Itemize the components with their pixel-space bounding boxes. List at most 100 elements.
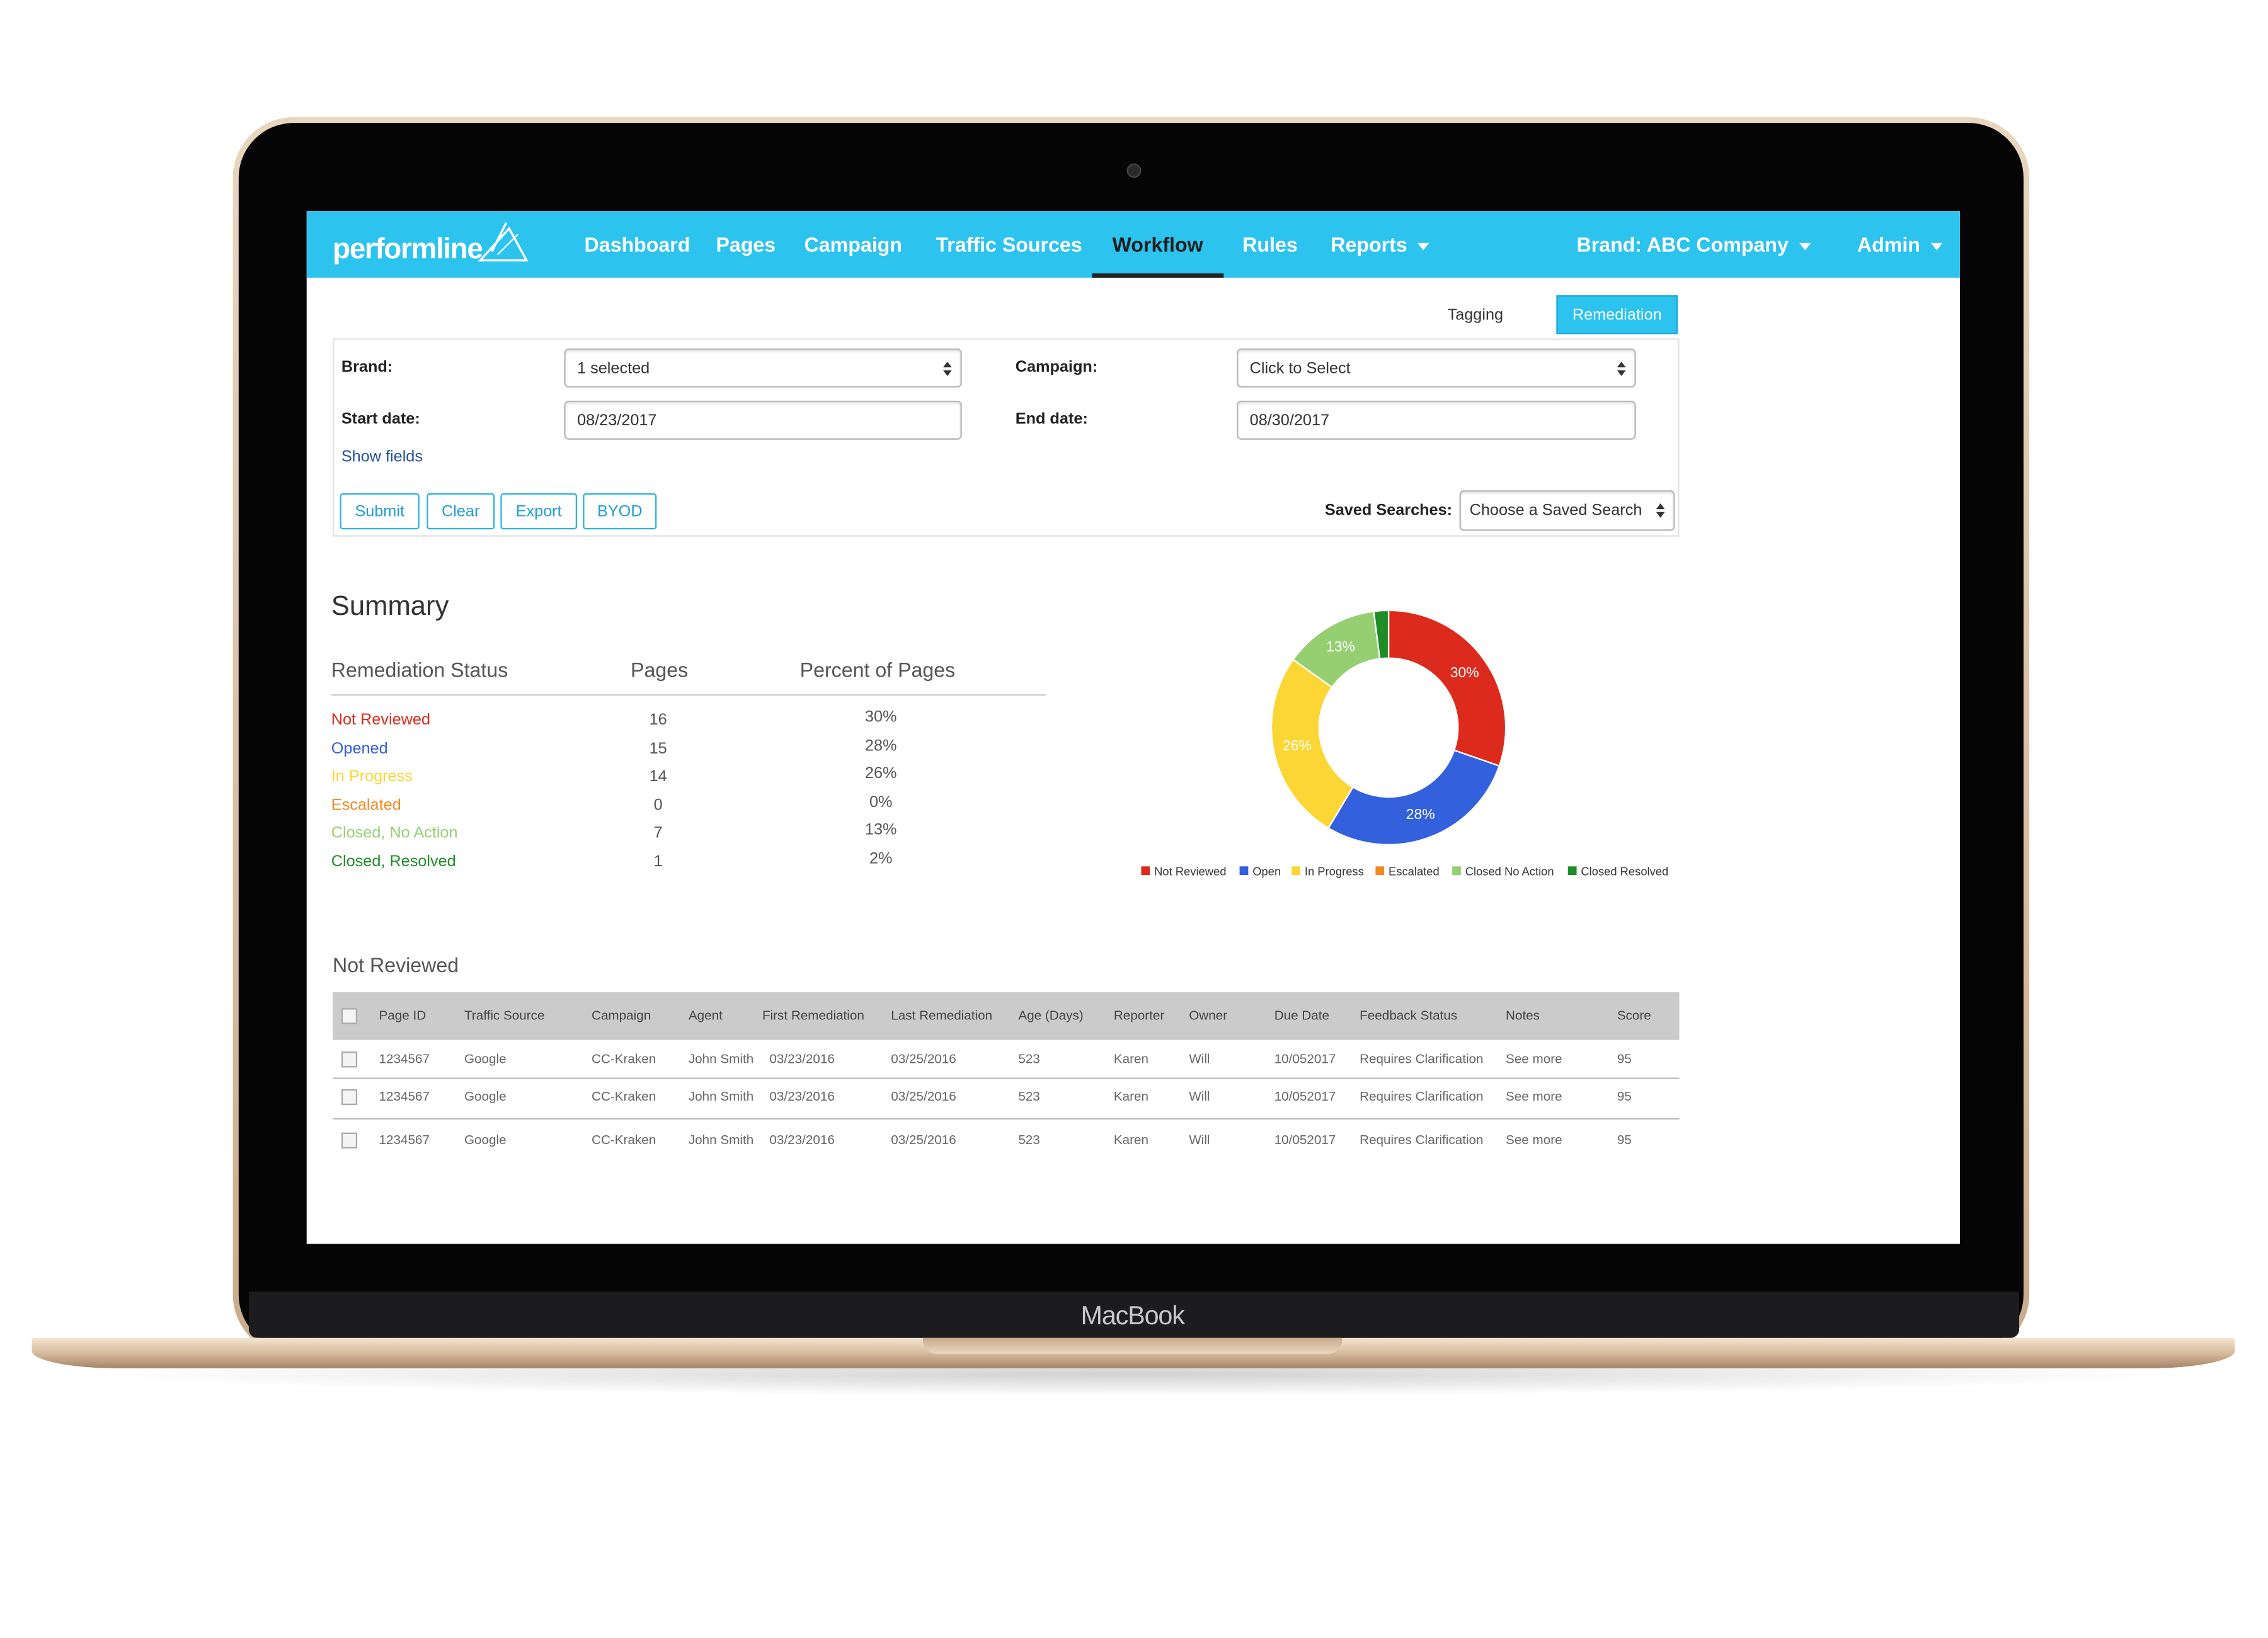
screen: performline Dashboard Pages Campaign Traffi… (306, 211, 1960, 1244)
button[interactable]: Clear (427, 493, 495, 530)
nav-item[interactable]: Traffic Sources (936, 232, 1082, 256)
nav-item[interactable]: Rules (1242, 232, 1298, 256)
column-header: Last Remediation (891, 1008, 993, 1023)
table-cell: Requires Clarification (1360, 1089, 1484, 1104)
logo-icon (478, 222, 529, 261)
table-cell: John Smith (688, 1132, 754, 1147)
checkbox[interactable] (341, 1051, 358, 1068)
chin (248, 1292, 2020, 1338)
nav-item[interactable]: Reports (1331, 233, 1429, 256)
table-cell: John Smith (688, 1051, 754, 1067)
percent: 26% (864, 765, 897, 783)
caret (1417, 243, 1429, 250)
nav-item[interactable]: Campaign (804, 232, 902, 256)
tab[interactable]: Tagging (1447, 306, 1504, 324)
field-label: Start date: (341, 411, 420, 428)
legend-label: Closed Resolved (1581, 864, 1668, 878)
brand-menu[interactable]: Brand: ABC Company (1577, 233, 1811, 256)
table-cell: 1234567 (379, 1089, 430, 1104)
table-cell: Google (464, 1089, 507, 1104)
column-header: Remediation Status (331, 658, 508, 682)
page-count: 7 (653, 825, 663, 843)
column-header: Agent (688, 1008, 723, 1023)
table-cell: CC-Kraken (592, 1089, 656, 1104)
date-input[interactable]: 08/23/2017 (564, 400, 962, 440)
row-divider (333, 1118, 1680, 1120)
slice-label: 26% (1283, 737, 1312, 753)
table-cell: 10/052017 (1274, 1132, 1336, 1147)
field-label: End date: (1015, 411, 1088, 428)
table-cell: Karen (1113, 1089, 1149, 1104)
button[interactable]: Submit (340, 493, 420, 530)
table-cell: 1234567 (379, 1051, 430, 1067)
percent: 13% (864, 822, 897, 840)
table-cell: Google (464, 1051, 507, 1067)
section-title: Summary (331, 592, 449, 622)
legend-label: Open (1252, 864, 1281, 878)
select[interactable]: 1 selected (564, 348, 962, 388)
table-cell[interactable]: See more (1506, 1051, 1562, 1067)
legend-swatch (1292, 866, 1301, 876)
column-header: Notes (1506, 1008, 1540, 1023)
filter-panel (333, 338, 1680, 537)
column-header: Page ID (379, 1008, 427, 1023)
table-cell: Requires Clarification (1360, 1051, 1484, 1067)
table-cell: 03/25/2016 (891, 1132, 956, 1147)
section-title: Not Reviewed (333, 953, 459, 976)
camera (1126, 163, 1142, 178)
table-cell: 523 (1018, 1132, 1040, 1147)
active-indicator (1092, 273, 1224, 278)
checkbox[interactable] (341, 1089, 358, 1106)
checkbox[interactable] (341, 1008, 358, 1024)
navbar: performline Dashboard Pages Campaign Traffi… (306, 211, 1960, 278)
table-cell: CC-Kraken (592, 1051, 656, 1067)
page-count: 0 (653, 796, 663, 815)
table-cell: John Smith (688, 1089, 754, 1104)
table-cell: 95 (1617, 1051, 1632, 1067)
table-cell: 03/25/2016 (891, 1089, 956, 1104)
slice-label: 30% (1450, 664, 1479, 680)
column-header: First Remediation (762, 1008, 864, 1023)
donut-chart: 30% 28% 26% 13% Not Reviewed Open In Progress E… (1141, 609, 1668, 878)
legend-swatch (1375, 866, 1385, 876)
legend-label: Closed No Action (1465, 864, 1554, 878)
table-cell: Karen (1113, 1051, 1149, 1067)
table-cell: 95 (1617, 1089, 1632, 1104)
slice (1327, 749, 1501, 845)
nav-item[interactable]: Pages (716, 232, 776, 256)
legend-swatch (1452, 866, 1461, 876)
table-header: Page ID Traffic Source Campaign Agent First … (333, 992, 1680, 1040)
field-label: Campaign: (1015, 358, 1098, 376)
table-cell[interactable]: See more (1506, 1089, 1562, 1104)
user-menu[interactable]: Admin (1857, 233, 1942, 256)
table-cell: Google (464, 1132, 507, 1147)
table-cell[interactable]: See more (1506, 1132, 1562, 1147)
tab-active[interactable]: Remediation (1556, 295, 1678, 335)
status-label: In Progress (331, 768, 413, 786)
column-header: Owner (1189, 1008, 1228, 1023)
column-header: Age (Days) (1018, 1008, 1084, 1023)
legend-swatch (1239, 866, 1249, 876)
nav-item[interactable]: Dashboard (584, 232, 690, 256)
button[interactable]: BYOD (583, 493, 657, 530)
table-cell: Will (1189, 1132, 1210, 1147)
table-cell: 523 (1018, 1051, 1040, 1067)
select[interactable]: Choose a Saved Search (1459, 490, 1675, 531)
slice (1387, 609, 1507, 767)
legend-label: Not Reviewed (1154, 864, 1226, 878)
page-count: 1 (653, 853, 663, 871)
nav-item[interactable]: Workflow (1112, 232, 1203, 256)
select[interactable]: Click to Select (1236, 348, 1636, 388)
logo[interactable]: performline (333, 233, 483, 266)
button[interactable]: Export (500, 493, 578, 530)
link[interactable]: Show fields (341, 448, 423, 466)
legend-label: In Progress (1305, 864, 1364, 878)
checkbox[interactable] (341, 1132, 358, 1148)
column-header: Due Date (1274, 1008, 1330, 1023)
field-label: Brand: (341, 358, 393, 376)
percent: 0% (869, 793, 893, 811)
legend-label: Escalated (1389, 864, 1440, 878)
date-input[interactable]: 08/30/2017 (1236, 400, 1636, 440)
